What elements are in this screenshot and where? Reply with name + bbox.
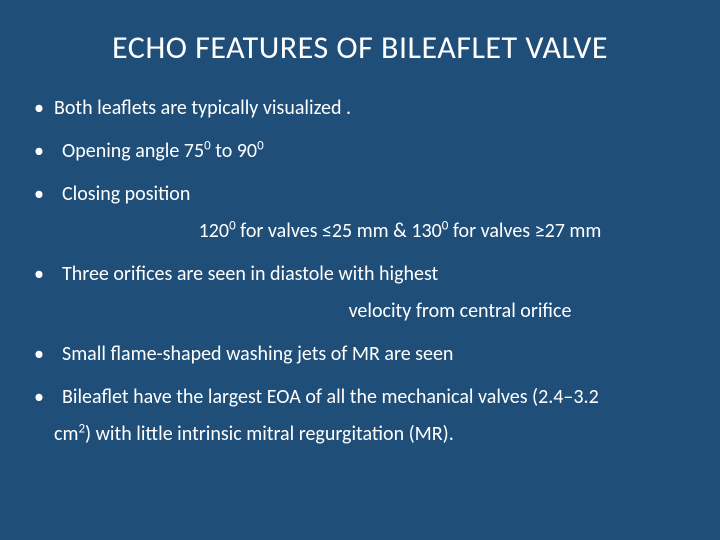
sub-text: for valves ≤25 mm & 130 [236,219,442,243]
bullet-text: Opening angle 75 [62,139,204,163]
bullet-list-2: Three orifices are seen in diastole with… [32,261,688,288]
bullet-6-wrap: cm2) with little intrinsic mitral regurg… [32,421,688,448]
bullet-item-6: Bileaflet have the largest EOA of all th… [32,384,688,411]
bullet-text: Small flame-shaped washing jets of MR ar… [62,342,453,366]
bullet-item-4: Three orifices are seen in diastole with… [32,261,688,288]
bullet-item-2: Opening angle 750 to 900 [32,138,688,165]
bullet-text: Bileaflet have the largest EOA of all th… [62,385,599,409]
bullet-list-3: Small flame-shaped washing jets of MR ar… [32,341,688,411]
bullet-item-1: Both leaflets are typically visualized . [32,95,688,122]
bullet-3-subline: 1200 for valves ≤25 mm & 1300 for valves… [32,218,688,245]
degree-sup: 0 [204,138,211,153]
bullet-list: Both leaflets are typically visualized .… [32,95,688,208]
bullet-text: Both leaflets are typically visualized . [54,96,351,120]
wrap-text: ) with little intrinsic mitral regurgita… [85,422,454,446]
bullet-text: to 90 [211,139,257,163]
bullet-item-3: Closing position [32,181,688,208]
bullet-text: Closing position [62,182,190,206]
degree-sup: 0 [229,218,236,233]
bullet-text: Three orifices are seen in diastole with… [62,262,438,286]
slide-title: ECHO FEATURES OF BILEAFLET VALVE [32,28,688,67]
sub-text: 120 [199,219,229,243]
bullet-item-5: Small flame-shaped washing jets of MR ar… [32,341,688,368]
bullet-4-continuation: velocity from central orifice [32,298,688,325]
sub-text: for valves ≥27 mm [448,219,601,243]
degree-sup: 0 [257,138,264,153]
wrap-text: cm [54,422,78,446]
cont-text: velocity from central orifice [349,299,572,323]
